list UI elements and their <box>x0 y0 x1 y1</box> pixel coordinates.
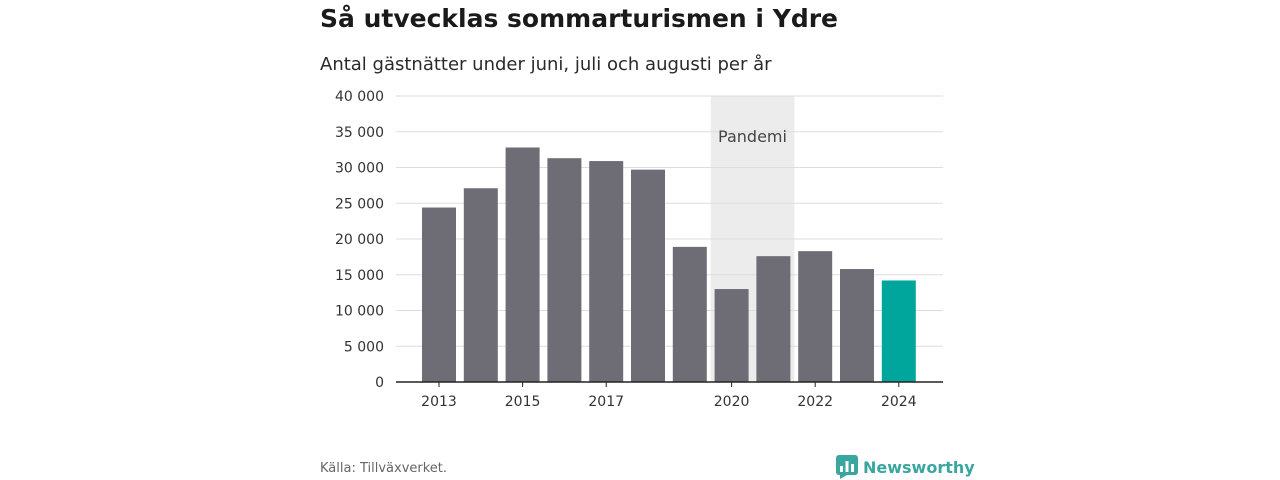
source-note: Källa: Tillväxverket. <box>320 461 448 476</box>
bar <box>631 169 665 382</box>
bar-chart: 0 5 000 10 000 15 000 20 000 25 000 30 000 35 0… <box>335 89 943 410</box>
bar <box>547 158 582 382</box>
y-tick-label: 5 000 <box>344 339 384 355</box>
x-tick-label: 2013 <box>421 394 457 410</box>
x-tick-label: 2024 <box>881 394 917 410</box>
bar <box>672 246 707 382</box>
bar <box>422 207 456 382</box>
y-tick-label: 0 <box>375 375 384 391</box>
bar <box>840 269 874 382</box>
y-tick-label: 40 000 <box>335 89 384 105</box>
chart-subtitle: Antal gästnätter under juni, juli och au… <box>320 54 772 75</box>
brand-name: Newsworthy <box>863 457 975 477</box>
bar <box>756 256 791 382</box>
x-tick-label: 2020 <box>714 394 750 410</box>
y-tick-label: 20 000 <box>335 232 384 248</box>
bar <box>463 188 498 382</box>
bar-chart-bubble-icon <box>836 455 858 479</box>
chart-title: Så utvecklas sommarturismen i Ydre <box>320 4 838 33</box>
x-tick-label: 2022 <box>797 394 833 410</box>
y-tick-label: 25 000 <box>335 196 384 212</box>
y-tick-label: 35 000 <box>335 125 384 141</box>
y-tick-label: 10 000 <box>335 304 384 320</box>
bar <box>505 147 540 382</box>
pandemic-label: Pandemi <box>718 127 787 146</box>
brand-logo: Newsworthy <box>836 455 975 479</box>
bar <box>798 251 833 382</box>
bar <box>589 161 624 382</box>
y-tick-label: 30 000 <box>335 161 384 177</box>
bar-highlight <box>881 280 916 382</box>
bar <box>714 289 749 382</box>
y-tick-label: 15 000 <box>335 268 384 284</box>
x-tick-label: 2015 <box>505 394 541 410</box>
x-tick-label: 2017 <box>588 394 624 410</box>
